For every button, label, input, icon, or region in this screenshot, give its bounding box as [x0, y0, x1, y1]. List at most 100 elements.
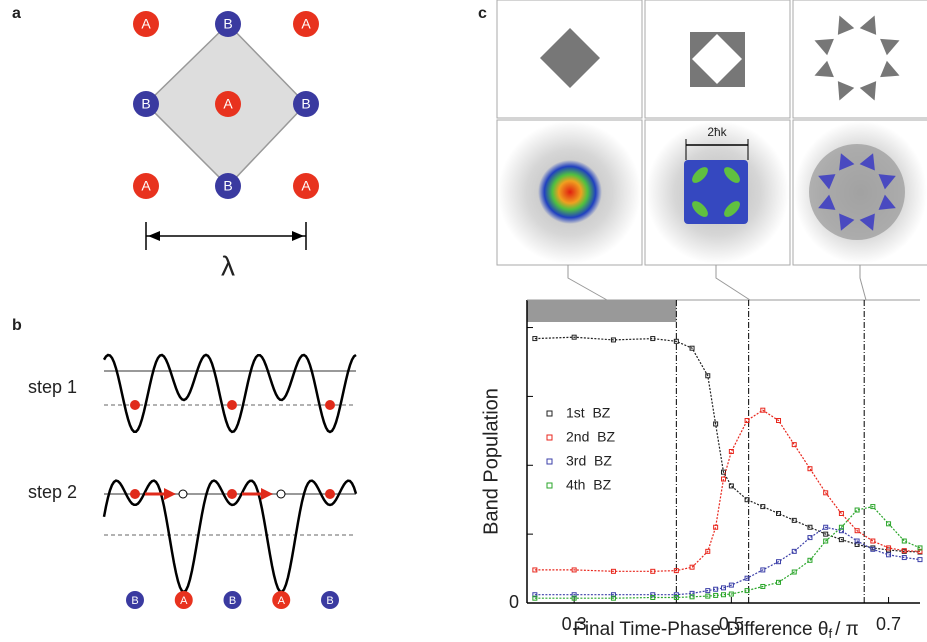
data-point [713, 421, 719, 427]
bz-piece [859, 81, 877, 101]
data-point [886, 521, 892, 527]
site [215, 91, 241, 117]
tof-image [724, 167, 740, 183]
data-point [721, 585, 726, 591]
site [293, 11, 319, 37]
bz-piece [837, 81, 855, 101]
data-point [728, 591, 734, 597]
legend-label: 4th BZ [566, 477, 612, 493]
series-line [534, 526, 921, 596]
data-point [571, 567, 577, 573]
tof-piece [878, 194, 896, 210]
potential [102, 479, 358, 594]
data-point [532, 567, 538, 573]
data-point [854, 538, 860, 544]
data-point [689, 345, 695, 351]
data-point [650, 594, 656, 600]
tof-piece [859, 153, 875, 171]
data-point [776, 510, 782, 516]
shaded-region [527, 300, 677, 322]
step-label: step 2 [28, 482, 77, 502]
data-point [610, 568, 616, 574]
atom [325, 489, 335, 499]
site-label: A [301, 16, 311, 32]
data-point [870, 538, 876, 544]
site-label: B [141, 96, 150, 112]
data-point [650, 336, 656, 342]
site [133, 11, 159, 37]
data-point [807, 535, 813, 541]
data-point [776, 559, 782, 565]
empty-site [276, 489, 286, 499]
data-point [673, 338, 679, 344]
data-point [532, 336, 538, 342]
data-point [870, 546, 876, 552]
tof-piece [859, 213, 875, 231]
tof-image [724, 201, 740, 217]
site [223, 591, 242, 609]
site [321, 591, 339, 609]
x-tick-label: 0.5 [719, 614, 744, 634]
arrow-head [148, 231, 160, 241]
data-point [744, 418, 750, 424]
panel-label: b [12, 317, 22, 334]
data-point [807, 557, 813, 563]
y-tick-label: 0 [509, 592, 519, 612]
data-point [610, 337, 616, 343]
data-point [917, 548, 923, 554]
legend-marker [546, 458, 553, 465]
x-axis-label-sub: f [828, 626, 832, 641]
data-point [705, 593, 711, 599]
data-point [791, 517, 797, 523]
x-axis-label-part: / π [835, 619, 859, 640]
data-point [823, 524, 829, 530]
data-point [705, 373, 711, 379]
data-point [854, 541, 860, 547]
site [293, 91, 319, 117]
atom [325, 400, 335, 410]
data-point [673, 594, 679, 600]
bz-shape [540, 28, 600, 88]
site-label: B [223, 16, 232, 32]
data-point [760, 567, 766, 573]
site [272, 591, 291, 609]
data-point [886, 545, 892, 551]
data-point [728, 449, 734, 454]
data-point [610, 592, 616, 598]
data-point [760, 504, 766, 510]
data-point [901, 548, 907, 554]
site-label: B [326, 595, 333, 607]
legend-label: 1st BZ [566, 405, 611, 421]
tof-image [538, 160, 602, 224]
y-axis-label: Band Population [480, 388, 502, 535]
data-point [838, 528, 844, 534]
data-point [721, 476, 726, 482]
data-point [776, 579, 782, 585]
tof-piece [839, 213, 855, 231]
series-line [534, 409, 921, 572]
data-point [571, 334, 577, 340]
data-point [689, 564, 695, 570]
panel-label: a [12, 5, 21, 22]
data-point [673, 568, 679, 574]
momentum-label: 2ħk [707, 125, 727, 139]
tof-image [692, 167, 708, 183]
atom [227, 400, 237, 410]
data-point [901, 538, 907, 544]
arrow-head [164, 488, 176, 500]
legend-marker [546, 410, 553, 417]
connector [567, 265, 867, 301]
site-label: B [301, 96, 310, 112]
tof-piece [818, 174, 836, 190]
empty-site [178, 489, 188, 499]
data-point [838, 524, 844, 530]
site-label: A [180, 595, 188, 607]
data-point [721, 469, 726, 475]
arrow-head [261, 488, 273, 500]
site-label: B [229, 595, 236, 607]
data-point [571, 595, 577, 601]
data-point [728, 483, 734, 489]
data-point [689, 594, 695, 600]
data-point [744, 497, 750, 503]
